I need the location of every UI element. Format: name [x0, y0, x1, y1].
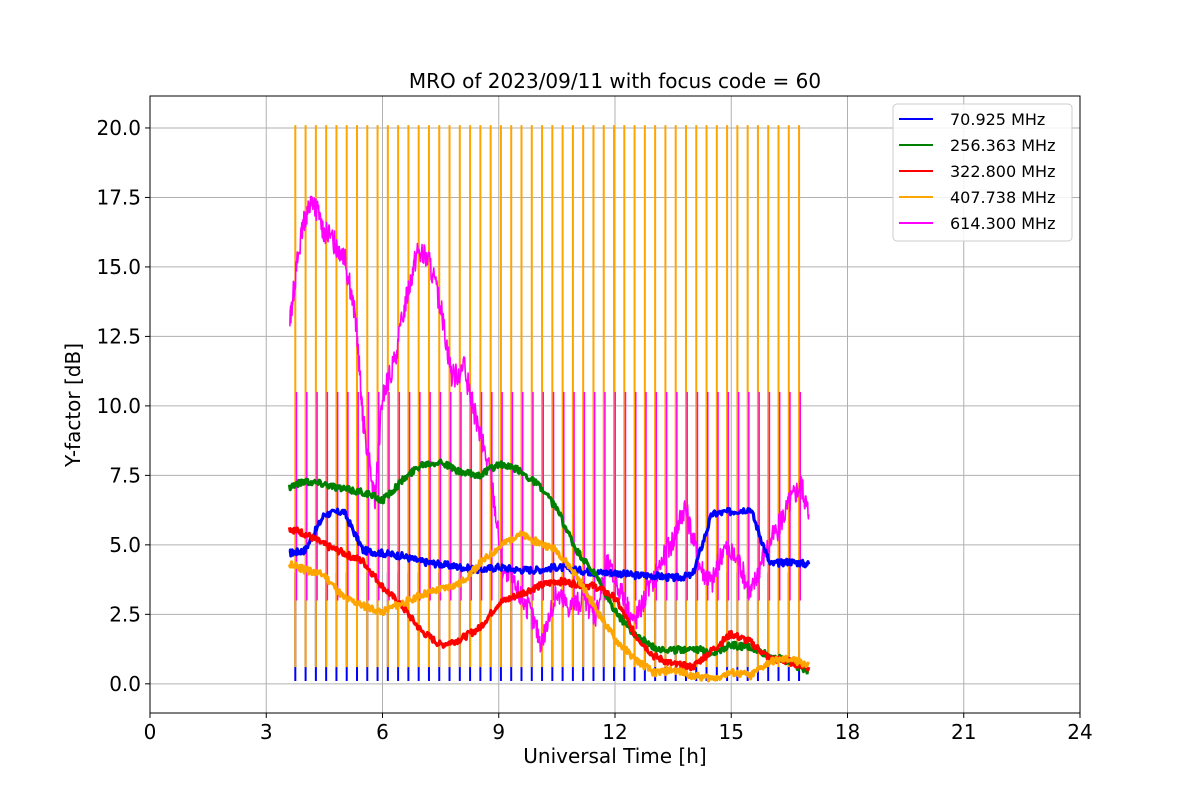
x-axis-label: Universal Time [h] — [523, 744, 706, 768]
x-axis-ticks: 0 3 6 9 12 15 18 21 24 — [144, 713, 1093, 744]
y-tick-label: 2.5 — [109, 602, 141, 626]
y-tick-label: 10.0 — [96, 394, 141, 418]
series-lines — [287, 195, 811, 683]
x-tick-label: 21 — [951, 720, 976, 744]
series-line-256-363-mhz — [287, 458, 810, 675]
legend-box — [892, 103, 1073, 242]
series-line-614-300-mhz — [289, 195, 810, 653]
y-tick-label: 0.0 — [109, 672, 141, 696]
x-tick-label: 18 — [835, 720, 860, 744]
x-tick-label: 15 — [719, 720, 744, 744]
x-tick-label: 9 — [492, 720, 505, 744]
x-tick-label: 24 — [1067, 720, 1092, 744]
x-tick-label: 12 — [602, 720, 627, 744]
legend-entry: 322.800 MHz — [950, 162, 1055, 181]
series-line-322-800-mhz — [287, 526, 811, 672]
y-tick-label: 20.0 — [96, 116, 141, 140]
x-tick-label: 3 — [260, 720, 273, 744]
legend-entry: 614.300 MHz — [950, 214, 1055, 233]
y-tick-label: 7.5 — [109, 463, 141, 487]
y-tick-label: 15.0 — [96, 255, 141, 279]
legend-entry: 407.738 MHz — [950, 188, 1055, 207]
legend-entry: 256.363 MHz — [950, 136, 1055, 155]
switching-pulses — [294, 125, 802, 682]
x-tick-label: 0 — [144, 720, 157, 744]
series-line-407-738-mhz — [287, 530, 811, 683]
y-tick-label: 17.5 — [96, 185, 141, 209]
y-axis-ticks: 0.0 2.5 5.0 7.5 10.0 12.5 15.0 17.5 20.0 — [96, 116, 150, 696]
y-tick-label: 5.0 — [109, 533, 141, 557]
x-tick-label: 6 — [376, 720, 389, 744]
series-line-70-925-mhz — [288, 507, 811, 583]
y-axis-label: Y-factor [dB] — [61, 343, 85, 468]
legend: 70.925 MHz 256.363 MHz 322.800 MHz 407.738 … — [892, 103, 1073, 242]
chart-title: MRO of 2023/09/11 with focus code = 60 — [409, 69, 821, 93]
y-tick-label: 12.5 — [96, 324, 141, 348]
legend-entry: 70.925 MHz — [950, 110, 1045, 129]
